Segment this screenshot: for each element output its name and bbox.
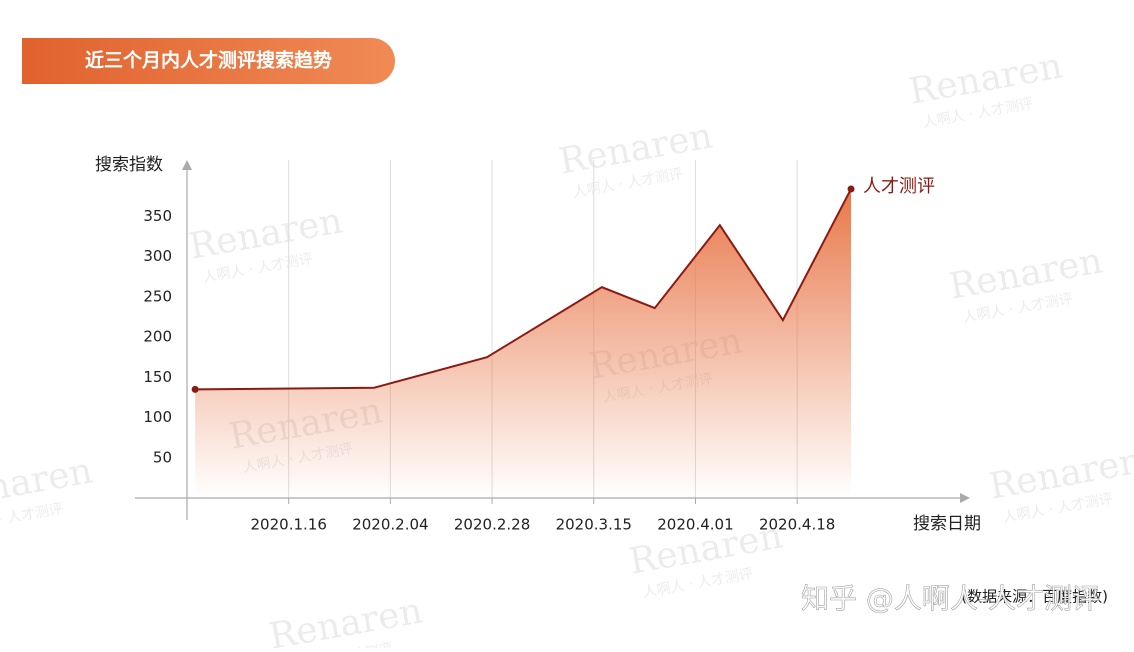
area <box>195 188 852 498</box>
point <box>191 385 199 393</box>
point <box>847 185 855 193</box>
y-tick-label: 250 <box>143 287 172 305</box>
x-tick-label: 2020.4.18 <box>759 516 835 534</box>
title-banner <box>22 38 395 84</box>
chart-title: 近三个月内人才测评搜索趋势 <box>85 49 332 72</box>
watermark: 知乎 @人啊人-人才测评 <box>801 582 1100 615</box>
y-tick-label: 150 <box>143 368 172 386</box>
x-tick-label: 2020.1.16 <box>251 516 327 534</box>
source-note: (数据来源：百度指数) <box>961 588 1108 606</box>
x-tick-label: 2020.2.04 <box>352 516 428 534</box>
watermark-logo-text: Renaren <box>266 590 426 648</box>
watermark-sub-text: 人啊人 · 人才测评 <box>0 501 64 536</box>
watermark-logo-text: Renaren <box>556 115 716 182</box>
x-axis-arrow <box>960 493 970 503</box>
x-tick-label: 2020.4.01 <box>657 516 733 534</box>
line <box>195 188 852 391</box>
y-axis-arrow <box>182 160 192 170</box>
y-tick-label: 50 <box>153 448 172 466</box>
x-axis-label: 搜索日期 <box>913 514 981 534</box>
y-tick-label: 300 <box>143 247 172 265</box>
watermark-logo-text: Renaren <box>946 240 1106 307</box>
y-tick-label: 350 <box>143 207 172 225</box>
y-tick-label: 200 <box>143 328 172 346</box>
x-tick-label: 2020.2.28 <box>454 516 530 534</box>
watermark-logo-text: Renaren <box>186 200 346 267</box>
y-axis-label: 搜索指数 <box>95 155 163 175</box>
y-tick-label: 100 <box>143 408 172 426</box>
watermark-logo-text: Renaren <box>906 45 1066 112</box>
x-tick-label: 2020.3.15 <box>556 516 632 534</box>
series-label: 人才测评 <box>863 176 935 197</box>
